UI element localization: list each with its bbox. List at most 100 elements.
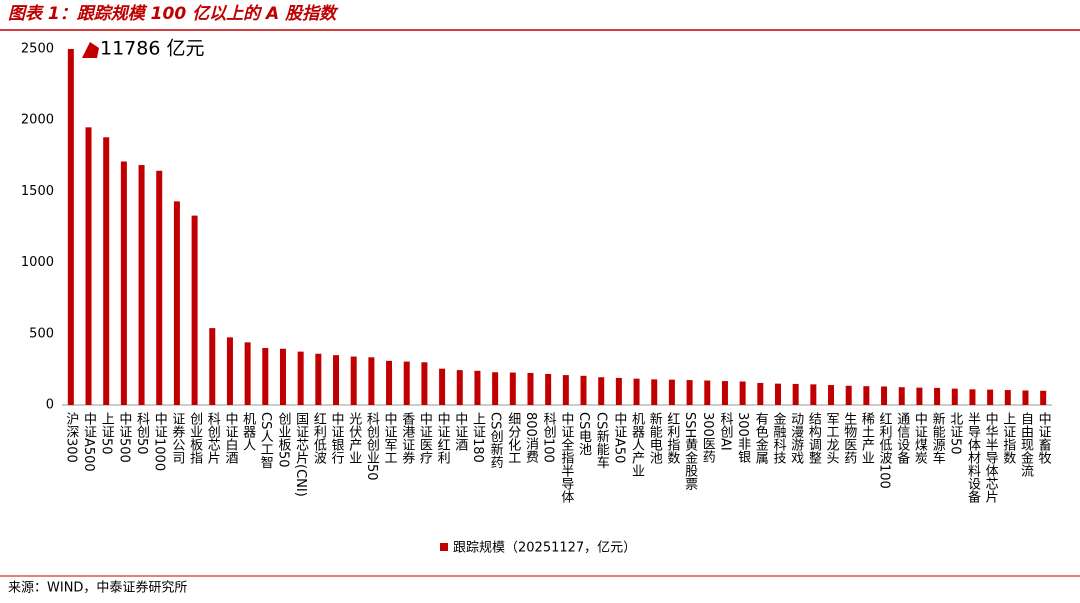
bar [686, 380, 693, 405]
x-tick-label: 创业板指 [187, 412, 203, 464]
x-tick-label: CS电池 [576, 412, 592, 456]
plot-area [67, 49, 1047, 405]
bar [262, 348, 269, 405]
bar [333, 355, 340, 405]
bar [828, 385, 835, 405]
x-tick-label: 中证畜牧 [1036, 412, 1052, 464]
bar [474, 370, 481, 405]
bar [545, 373, 552, 405]
bar [527, 372, 534, 405]
y-tick-label: 0 [46, 398, 54, 413]
bar [1022, 390, 1029, 405]
x-tick-label: 科创芯片 [205, 412, 221, 464]
bar [85, 127, 92, 405]
x-tick-label: 生物医药 [841, 412, 857, 464]
legend-label: 跟踪规模（20251127，亿元） [453, 541, 636, 556]
bar [315, 353, 322, 405]
x-tick-label: 300医药 [700, 412, 716, 463]
bar [173, 201, 180, 405]
x-tick-label: 中证白酒 [222, 412, 238, 464]
x-tick-label: 红利低波 [311, 411, 327, 464]
x-tick-label: 中证军工 [382, 412, 398, 464]
x-tick-label: SSH黄金股票 [682, 412, 698, 491]
bar [863, 386, 870, 405]
bar [368, 357, 375, 405]
bar [987, 389, 994, 405]
x-tick-label: 中证煤炭 [912, 412, 928, 465]
x-tick-label: 中证A500 [81, 412, 97, 472]
bar [386, 360, 393, 405]
bar [492, 372, 499, 405]
bar [120, 161, 127, 405]
x-tick-label: 科创50 [134, 412, 150, 455]
y-tick-label: 500 [29, 326, 54, 341]
bar [297, 351, 304, 405]
bar [898, 387, 905, 405]
x-tick-label: 香港证券 [399, 412, 415, 464]
x-tick-label: 机器人产业 [629, 412, 645, 477]
x-tick-label: 科创AI [717, 412, 733, 451]
bar [191, 215, 198, 405]
bar [721, 381, 728, 405]
bar [1040, 390, 1047, 405]
x-tick-label: 科创创业50 [364, 412, 380, 481]
bar [562, 375, 569, 405]
bar [951, 388, 958, 405]
x-tick-label: 金融科技 [770, 411, 786, 464]
y-tick-label: 2000 [21, 113, 54, 128]
x-tick-label: 中证医疗 [417, 412, 433, 464]
x-tick-label: 结构调整 [806, 412, 822, 464]
x-tick-label: CS创新药 [488, 412, 504, 469]
x-tick-label: 光伏产业 [346, 412, 362, 464]
bar [598, 377, 605, 405]
bar [845, 385, 852, 405]
bar [67, 49, 74, 405]
x-tick-label: 证券公司 [169, 412, 185, 464]
x-tick-label: 半导体材料设备 [965, 412, 981, 504]
bar [209, 328, 216, 405]
bar [244, 342, 251, 405]
bar [881, 386, 888, 405]
x-tick-label: CS人工智 [258, 412, 274, 469]
annotation: 11786 亿元 [100, 38, 204, 60]
x-tick-label: 中证银行 [329, 412, 345, 465]
x-tick-label: 北证50 [947, 412, 963, 455]
x-tick-label: 自由现金流 [1018, 412, 1034, 477]
bar [456, 370, 463, 405]
bar [138, 165, 145, 405]
bar [651, 379, 658, 405]
x-tick-label: 上证50 [99, 412, 115, 455]
bar [403, 361, 410, 405]
bar [226, 337, 233, 405]
x-tick-label: 红利低波100 [877, 411, 893, 488]
annotation-icon [82, 42, 99, 58]
bar [279, 348, 286, 405]
x-tick-label: 中证1000 [152, 412, 168, 471]
x-tick-label: 细分化工 [505, 412, 521, 464]
x-tick-label: 中华半导体芯片 [983, 412, 999, 503]
bar [934, 387, 941, 405]
bar [633, 378, 640, 405]
x-tick-label: 国证芯片(CNI) [293, 412, 309, 497]
x-tick-label: 上证指数 [1000, 412, 1016, 464]
x-tick-label: 中证红利 [435, 412, 451, 464]
x-tick-label: 稀土产业 [859, 412, 875, 464]
bar [156, 170, 163, 405]
bar [439, 368, 446, 405]
bar [580, 375, 587, 405]
x-tick-label: 新能电池 [647, 411, 663, 464]
x-tick-label: 中证500 [116, 412, 132, 463]
y-tick-label: 1500 [21, 184, 54, 199]
x-tick-label: 上证180 [470, 412, 486, 463]
source: 来源：WIND，中泰证券研究所 [8, 580, 187, 596]
bar [615, 377, 622, 405]
x-tick-label: 机器人 [240, 412, 256, 451]
x-tick-label: 红利指数 [664, 411, 680, 464]
x-tick-label: 动漫游戏 [788, 412, 804, 465]
x-tick-label: 通信设备 [894, 412, 910, 465]
bar [792, 383, 799, 405]
bar [509, 372, 516, 405]
x-tick-label: 中证酒 [452, 412, 468, 451]
y-tick-label: 1000 [21, 255, 54, 270]
